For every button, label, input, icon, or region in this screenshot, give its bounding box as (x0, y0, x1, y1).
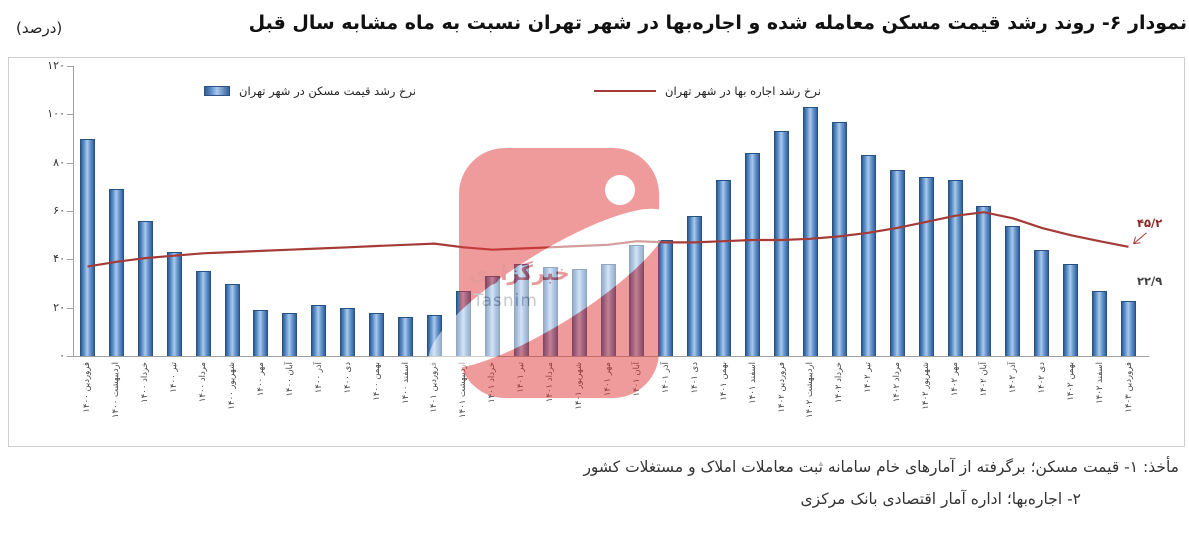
price-growth-bar (137, 220, 153, 356)
price-growth-bar (831, 121, 847, 356)
legend-item-price: نرخ رشد قیمت مسکن در شهر تهران (204, 84, 416, 98)
legend-item-rent: نرخ رشد اجاره بها در شهر تهران (594, 84, 821, 98)
source-line-1: مأخذ: ۱- قیمت مسکن؛ برگرفته از آمارهای خ… (583, 458, 1179, 476)
y-axis-line (73, 66, 74, 356)
price-growth-bar (195, 271, 211, 356)
line-series-swatch (594, 90, 656, 92)
y-axis-tick-label: ۱۲۰ (47, 59, 65, 72)
price-growth-bar (571, 269, 587, 356)
tasnim-watermark: خبرگزاری Tasnim (409, 133, 729, 423)
y-axis-tick (67, 356, 73, 357)
bar-series-swatch (204, 86, 230, 96)
price-growth-bar (79, 138, 95, 356)
price-growth-bar (253, 310, 269, 356)
price-growth-bar (1005, 225, 1021, 356)
price-growth-bar (369, 312, 385, 356)
rent-growth-line (87, 211, 1129, 268)
price-growth-bar (108, 189, 124, 356)
price-growth-bar (1121, 300, 1137, 356)
legend-label-price: نرخ رشد قیمت مسکن در شهر تهران (239, 84, 417, 98)
price-growth-bar (629, 244, 645, 356)
price-growth-bar (455, 290, 471, 356)
price-growth-bar (860, 155, 876, 356)
y-axis-tick-label: ۴۰ (53, 252, 65, 266)
price-growth-bar (166, 252, 182, 356)
y-axis-tick (67, 114, 73, 116)
price-growth-bar (311, 305, 327, 356)
price-growth-bar (282, 312, 298, 356)
price-growth-bar (1063, 264, 1079, 356)
price-growth-bar (658, 240, 674, 356)
price-growth-bar (600, 264, 616, 356)
price-growth-bar (889, 169, 905, 356)
price-growth-bar (947, 179, 963, 356)
price-growth-bar (542, 266, 558, 356)
tasnim-logo-dot (605, 175, 635, 205)
y-axis-tick (67, 211, 73, 212)
y-axis-tick (67, 162, 73, 164)
y-axis-tick-label: ۱۰۰ (47, 107, 65, 121)
y-axis-tick-label: ۸۰ (53, 155, 65, 169)
price-growth-bar (1092, 290, 1108, 356)
price-growth-bar (513, 264, 529, 356)
annotation-arrow-icon (1133, 232, 1147, 245)
chart-title: نمودار ۶- روند رشد قیمت مسکن معامله شده … (248, 12, 1187, 34)
price-growth-bar (774, 131, 789, 356)
price-growth-bar (426, 314, 442, 356)
price-growth-bar (687, 215, 703, 356)
source-line-2: ۲- اجاره‌بها؛ اداره آمار اقتصادی بانک مر… (800, 490, 1081, 508)
price-growth-bar (340, 307, 356, 356)
price-growth-bar (224, 283, 240, 356)
line-end-value: ۴۵/۲ (1137, 216, 1163, 230)
legend-label-rent: نرخ رشد اجاره بها در شهر تهران (665, 84, 821, 98)
chart-panel: نرخ رشد قیمت مسکن در شهر تهران نرخ رشد ا… (8, 57, 1185, 447)
x-axis-line (67, 356, 1149, 357)
unit-label: (درصد) (16, 19, 63, 37)
price-growth-bar (802, 107, 818, 356)
bar-end-value: ۲۲/۹ (1137, 274, 1163, 288)
price-growth-bar (716, 179, 732, 356)
y-axis-tick (67, 259, 73, 261)
price-growth-bar (484, 276, 500, 356)
price-growth-bar (745, 153, 761, 356)
y-axis-tick (67, 66, 73, 67)
y-axis-tick (67, 307, 73, 309)
price-growth-bar (398, 317, 414, 356)
price-growth-bar (1034, 249, 1050, 356)
y-axis-tick-label: ۰ (59, 349, 65, 362)
price-growth-bar (918, 177, 934, 356)
y-axis-tick-label: ۶۰ (53, 204, 65, 217)
y-axis-tick-label: ۲۰ (53, 300, 65, 314)
price-growth-bar (976, 206, 992, 356)
